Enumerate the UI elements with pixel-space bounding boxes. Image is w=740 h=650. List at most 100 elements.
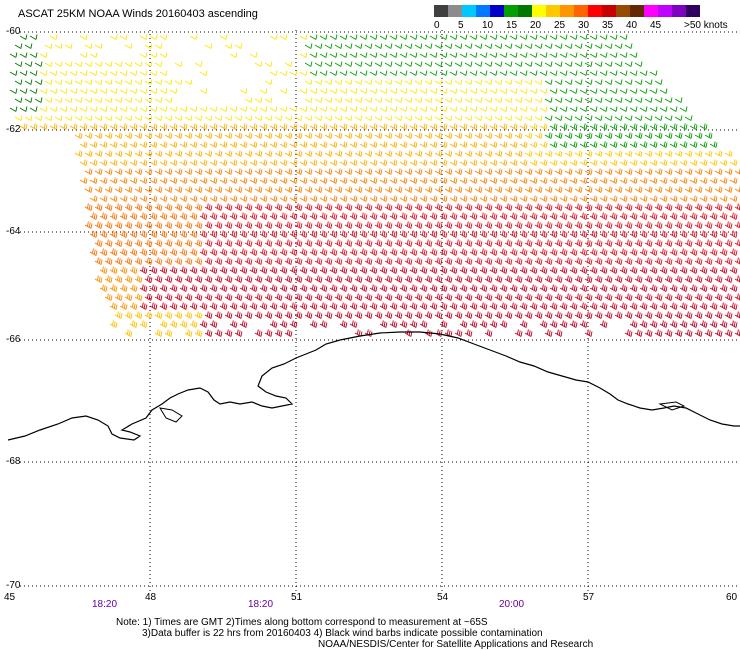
wind-barb: [224, 329, 233, 337]
wind-barb: [504, 79, 513, 85]
wind-barb: [149, 70, 158, 76]
scale-swatch: [546, 5, 560, 17]
wind-barb: [509, 302, 518, 310]
wind-barb: [219, 141, 228, 148]
wind-barb: [149, 34, 158, 40]
wind-barb: [729, 266, 738, 274]
wind-barb: [494, 79, 503, 85]
wind-barb: [394, 115, 403, 121]
wind-barb: [334, 221, 343, 229]
wind-barb: [109, 230, 118, 238]
wind-barb: [559, 230, 568, 238]
wind-barb: [234, 293, 243, 301]
wind-barb: [299, 88, 308, 94]
wind-barb: [104, 275, 113, 283]
wind-barb: [64, 79, 73, 85]
wind-barb: [324, 79, 333, 85]
wind-barb: [559, 266, 568, 274]
wind-barb: [104, 150, 113, 157]
wind-barb: [49, 123, 58, 130]
wind-barb: [504, 275, 513, 283]
wind-barb: [544, 168, 553, 175]
wind-barb: [699, 248, 708, 256]
wind-barb: [594, 293, 603, 301]
wind-barb: [389, 88, 398, 94]
wind-barb: [394, 150, 403, 157]
wind-barb: [154, 79, 163, 85]
wind-barb: [669, 177, 678, 184]
wind-barb: [119, 106, 128, 112]
wind-barb: [499, 141, 508, 148]
wind-barb: [649, 106, 658, 112]
wind-barb: [64, 115, 73, 121]
wind-barb: [699, 284, 708, 292]
wind-barb: [454, 203, 463, 211]
wind-barb: [419, 52, 428, 58]
wind-barb: [449, 88, 458, 94]
wind-barb: [29, 88, 38, 94]
wind-barb: [509, 159, 518, 166]
wind-barb: [224, 239, 233, 247]
wind-barb: [424, 311, 433, 319]
wind-barb: [464, 329, 473, 337]
wind-barb: [629, 52, 638, 58]
wind-barb: [384, 186, 393, 193]
wind-barb: [334, 150, 343, 157]
wind-barb: [419, 141, 428, 148]
wind-barb: [214, 221, 223, 229]
wind-barb: [619, 141, 628, 148]
wind-barb: [629, 159, 638, 166]
wind-barb: [304, 168, 313, 175]
wind-barb: [264, 257, 273, 265]
wind-barb: [194, 275, 203, 283]
wind-barb: [509, 141, 518, 148]
wind-barb: [194, 115, 203, 121]
wind-barb: [104, 115, 113, 121]
wind-barb: [459, 177, 468, 184]
wind-barb: [629, 284, 638, 292]
wind-barb: [209, 195, 218, 202]
wind-barb: [199, 159, 208, 166]
wind-barb: [649, 123, 658, 130]
wind-barb: [599, 106, 608, 112]
wind-barb: [724, 168, 733, 175]
wind-barb: [89, 248, 98, 256]
wind-barb: [389, 159, 398, 166]
wind-barb: [699, 266, 708, 274]
wind-barb: [509, 34, 518, 40]
wind-barb: [139, 302, 148, 310]
wind-barb: [719, 195, 728, 202]
wind-barb: [684, 275, 693, 283]
wind-barb: [439, 106, 448, 112]
wind-barb: [484, 150, 493, 157]
wind-barb: [399, 123, 408, 130]
wind-barb: [244, 168, 253, 175]
wind-barb: [654, 311, 663, 319]
wind-barb: [24, 115, 33, 121]
wind-barb: [539, 88, 548, 94]
wind-barb: [374, 168, 383, 175]
wind-barb: [189, 320, 198, 328]
wind-barb: [229, 177, 238, 184]
wind-barb: [334, 115, 343, 121]
wind-barb: [524, 275, 533, 283]
wind-barb: [204, 168, 213, 175]
wind-barb: [229, 320, 238, 328]
wind-barb: [559, 302, 568, 310]
wind-barb: [429, 266, 438, 274]
wind-barb: [194, 150, 203, 157]
wind-barb: [79, 34, 88, 40]
wind-barb: [204, 293, 213, 301]
wind-barb: [569, 70, 578, 76]
wind-barb: [494, 275, 503, 283]
wind-barb: [364, 115, 373, 121]
wind-barb: [724, 239, 733, 247]
wind-barb: [469, 106, 478, 112]
wind-barb: [519, 141, 528, 148]
wind-barb: [434, 79, 443, 85]
wind-barb: [329, 177, 338, 184]
wind-barb: [639, 106, 648, 112]
wind-barb: [389, 320, 398, 328]
wind-barb: [719, 266, 728, 274]
wind-barb: [399, 230, 408, 238]
